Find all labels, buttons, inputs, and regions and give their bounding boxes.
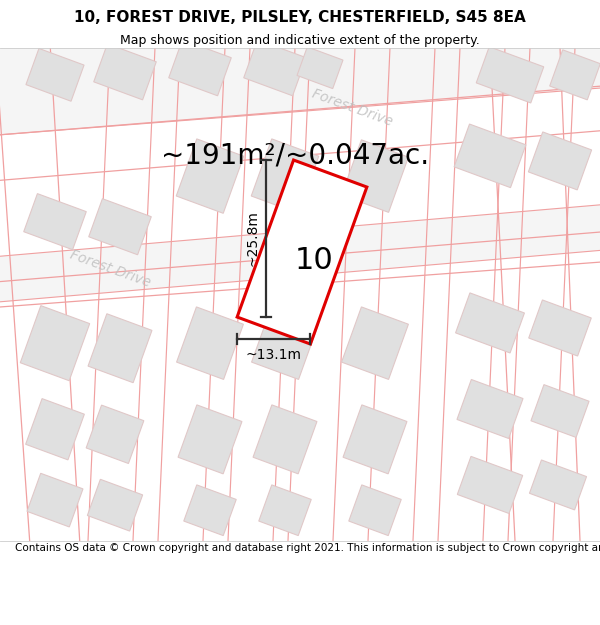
Polygon shape	[253, 405, 317, 474]
Polygon shape	[0, 44, 600, 136]
Polygon shape	[297, 47, 343, 89]
Polygon shape	[529, 300, 591, 356]
Polygon shape	[457, 379, 523, 439]
Polygon shape	[251, 307, 319, 379]
Text: ~191m²/~0.047ac.: ~191m²/~0.047ac.	[161, 142, 429, 170]
Text: ~13.1m: ~13.1m	[246, 348, 302, 362]
Polygon shape	[20, 306, 89, 381]
Text: Map shows position and indicative extent of the property.: Map shows position and indicative extent…	[120, 34, 480, 48]
Polygon shape	[178, 405, 242, 474]
Polygon shape	[341, 140, 409, 212]
Text: Contains OS data © Crown copyright and database right 2021. This information is : Contains OS data © Crown copyright and d…	[15, 543, 600, 553]
Text: ~25.8m: ~25.8m	[245, 211, 260, 266]
Polygon shape	[529, 132, 592, 190]
Polygon shape	[349, 485, 401, 536]
Polygon shape	[176, 307, 244, 379]
Polygon shape	[89, 199, 151, 255]
Polygon shape	[237, 160, 367, 344]
Text: Forest Drive: Forest Drive	[68, 248, 152, 291]
Polygon shape	[529, 460, 587, 510]
Polygon shape	[88, 479, 143, 531]
Polygon shape	[0, 201, 600, 302]
Polygon shape	[457, 456, 523, 514]
Polygon shape	[184, 485, 236, 536]
Polygon shape	[176, 139, 244, 213]
Polygon shape	[531, 384, 589, 438]
Polygon shape	[27, 473, 83, 527]
Polygon shape	[94, 44, 156, 100]
Text: 10: 10	[295, 246, 334, 274]
Polygon shape	[341, 307, 409, 379]
Polygon shape	[24, 194, 86, 250]
Polygon shape	[476, 47, 544, 103]
Polygon shape	[26, 399, 85, 460]
Polygon shape	[86, 405, 144, 464]
Polygon shape	[26, 49, 84, 101]
Polygon shape	[244, 40, 306, 96]
Polygon shape	[343, 405, 407, 474]
Text: Forest Drive: Forest Drive	[310, 87, 395, 129]
Polygon shape	[259, 485, 311, 536]
Polygon shape	[251, 139, 319, 213]
Text: 10, FOREST DRIVE, PILSLEY, CHESTERFIELD, S45 8EA: 10, FOREST DRIVE, PILSLEY, CHESTERFIELD,…	[74, 11, 526, 26]
Polygon shape	[455, 293, 524, 353]
Polygon shape	[169, 40, 231, 96]
Polygon shape	[550, 50, 600, 100]
Polygon shape	[454, 124, 526, 188]
Polygon shape	[88, 314, 152, 382]
